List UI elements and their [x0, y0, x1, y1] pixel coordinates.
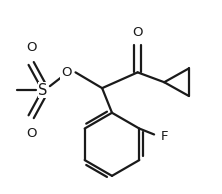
Text: S: S	[38, 83, 48, 98]
Text: O: O	[61, 66, 71, 79]
Text: O: O	[26, 41, 36, 54]
Text: O: O	[132, 26, 143, 39]
Text: O: O	[26, 126, 36, 139]
Text: F: F	[161, 130, 168, 143]
